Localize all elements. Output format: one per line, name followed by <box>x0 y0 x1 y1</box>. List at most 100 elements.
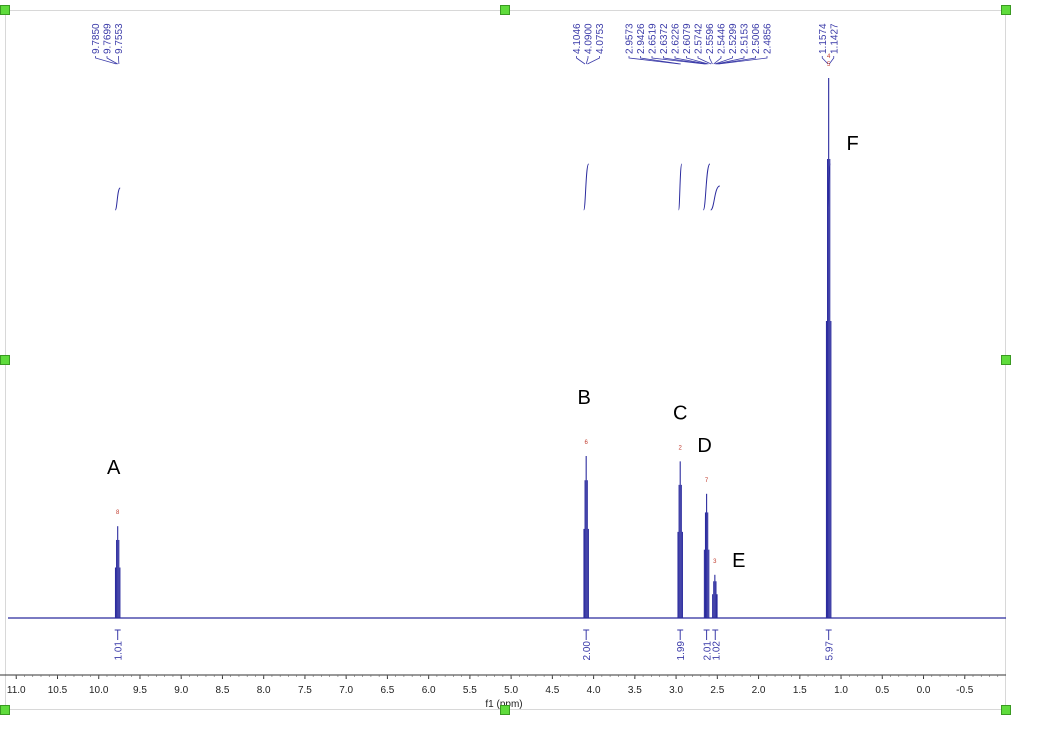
x-tick-label: 5.5 <box>463 685 477 696</box>
x-tick-label: 7.0 <box>339 685 353 696</box>
x-tick-label: 1.5 <box>793 685 807 696</box>
peak-number-label: 6 <box>585 440 589 446</box>
peak-connector <box>576 56 586 65</box>
integral-labels: 1.01 2.00 1.99 2.011.02 5.97 <box>114 629 836 661</box>
peak-shift-label: 4.0900 <box>584 23 595 54</box>
integral-value-label: 1.99 <box>676 641 687 661</box>
peak-shift-label: 2.5446 <box>717 23 728 54</box>
integral-curve <box>678 163 683 211</box>
resize-handle-middle-left[interactable] <box>0 355 10 365</box>
integral-curve <box>114 187 121 211</box>
integral-value-label: 2.01 <box>703 641 714 661</box>
integral-value-label: 2.00 <box>582 641 593 661</box>
peak-shift-label: 2.6372 <box>659 23 670 54</box>
peak-number-label: 8 <box>116 510 120 516</box>
peak-d <box>703 493 710 618</box>
peak-shift-label: 1.1574 <box>818 23 829 54</box>
x-tick-label: 9.5 <box>133 685 147 696</box>
peak-b <box>583 456 589 618</box>
peak-shift-label: 2.9426 <box>636 23 647 54</box>
x-tick-label: 9.0 <box>174 685 188 696</box>
peak-shift-label: 2.5742 <box>694 23 705 54</box>
peak-number-label: 3 <box>713 559 717 565</box>
integral-curves <box>114 163 831 211</box>
peak-shift-label: 2.5596 <box>705 23 716 54</box>
peak-connector <box>587 56 600 65</box>
x-tick-label: 6.0 <box>422 685 436 696</box>
peak-connector <box>821 56 829 65</box>
x-tick-label: 1.0 <box>834 685 848 696</box>
x-tick-label: 4.5 <box>545 685 559 696</box>
peak-number-label: 5 <box>827 62 831 68</box>
resize-handle-bottom-left[interactable] <box>0 705 10 715</box>
x-tick-label: 3.0 <box>669 685 683 696</box>
peak-connector <box>713 56 722 65</box>
resize-handle-bottom-right[interactable] <box>1001 705 1011 715</box>
peak-shift-label: 2.6519 <box>648 23 659 54</box>
x-tick-label: 3.5 <box>628 685 642 696</box>
peak-letter-e: E <box>732 550 745 572</box>
x-tick-label: 2.5 <box>710 685 724 696</box>
peak-letter-d: D <box>697 435 711 457</box>
peak-connector <box>585 56 589 65</box>
peak-connector <box>663 56 707 65</box>
peak-letter-f: F <box>847 133 859 155</box>
x-tick-label: 2.0 <box>752 685 766 696</box>
peak-shift-label: 2.4856 <box>763 23 774 54</box>
peak-numbers: 8 6 2 7 3 4 5 <box>116 54 831 565</box>
peak-letters: A B CD E F <box>107 133 859 572</box>
spectrum-trace <box>8 78 1006 619</box>
peak-connector <box>640 56 681 65</box>
peak-number-label: 4 <box>827 54 831 60</box>
x-tick-label: 0.0 <box>917 685 931 696</box>
x-tick-label: 8.0 <box>257 685 271 696</box>
peak-connector <box>686 56 709 65</box>
peak-connector <box>697 56 712 65</box>
peak-shift-label: 2.6226 <box>671 23 682 54</box>
peak-shift-label: 9.7699 <box>103 23 114 54</box>
integral-value-label: 5.97 <box>825 641 836 661</box>
peak-letter-a: A <box>107 457 121 479</box>
peak-letter-c: C <box>673 402 687 424</box>
peak-shift-label: 2.6079 <box>682 23 693 54</box>
peak-number-label: 2 <box>679 445 683 451</box>
resize-handle-bottom-center[interactable] <box>500 705 510 715</box>
peak-connector <box>718 56 768 65</box>
x-tick-label: 10.5 <box>48 685 68 696</box>
x-tick-label: 5.0 <box>504 685 518 696</box>
peak-shift-label: 9.7553 <box>114 23 125 54</box>
peak-connector <box>828 56 835 65</box>
peak-connector <box>628 56 680 65</box>
x-tick-label: 6.5 <box>380 685 394 696</box>
peak-shift-label: 2.5299 <box>728 23 739 54</box>
resize-handle-top-center[interactable] <box>500 5 510 15</box>
peak-shift-label: 1.1427 <box>829 23 840 54</box>
peak-connector <box>106 56 118 65</box>
x-tick-label: 11.0 <box>7 685 26 696</box>
peak-a <box>114 526 121 618</box>
x-tick-label: 8.5 <box>215 685 229 696</box>
peak-number-label: 7 <box>705 478 709 484</box>
resize-handle-top-left[interactable] <box>0 5 10 15</box>
peak-e <box>712 574 718 618</box>
peak-connector <box>714 56 733 65</box>
x-tick-label: 10.0 <box>89 685 109 696</box>
peak-connector <box>715 56 745 65</box>
x-axis: 11.0 10.5 10.0 9.5 9.0 8.5 8.0 7.5 7.0 6.5 6.0 5.5 5… <box>0 674 1006 696</box>
x-tick-label: -0.5 <box>956 685 974 696</box>
peak-letter-b: B <box>578 387 591 409</box>
peak-shift-label: 4.0753 <box>595 23 606 54</box>
resize-handle-middle-right[interactable] <box>1001 355 1011 365</box>
peak-shift-label: 9.7850 <box>91 23 102 54</box>
integral-curve <box>710 185 721 211</box>
integral-curve <box>583 163 590 211</box>
peak-connector <box>651 56 705 65</box>
integral-curve <box>702 163 711 211</box>
resize-handle-top-right[interactable] <box>1001 5 1011 15</box>
x-tick-label: 7.5 <box>298 685 312 696</box>
peak-f <box>825 78 832 618</box>
peak-connector <box>674 56 708 65</box>
peak-shift-label: 2.9573 <box>625 23 636 54</box>
x-axis-label: f1 (ppm) <box>485 699 522 710</box>
